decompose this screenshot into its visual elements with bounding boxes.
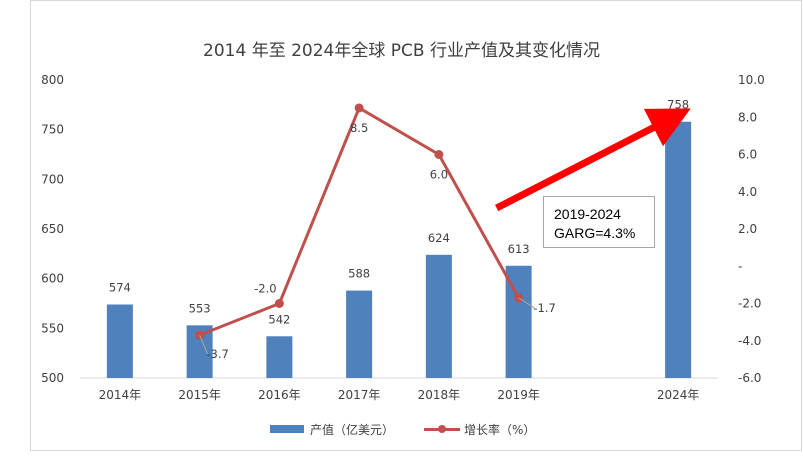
bar-data-label: 542 — [268, 312, 290, 326]
x-tick-label: 2018年 — [418, 388, 461, 402]
y-right-tick-label: 2.0 — [738, 222, 757, 236]
y-right-tick-label: 4.0 — [738, 185, 757, 199]
x-tick-label: 2016年 — [258, 388, 301, 402]
growth-point — [274, 299, 284, 308]
y-left-tick-label: 600 — [41, 272, 64, 286]
cagr-annotation-box: 2019-2024 GARG=4.3% — [543, 196, 655, 248]
bar-data-label: 588 — [348, 267, 370, 281]
legend-bar-swatch — [270, 425, 304, 433]
bar — [106, 304, 133, 378]
y-right-tick-label: -4.0 — [738, 334, 761, 348]
legend-item-growth: 增长率（%） — [424, 421, 535, 438]
annotation-period: 2019-2024 — [554, 206, 621, 222]
y-right-tick-label: 8.0 — [738, 110, 757, 124]
bar — [346, 290, 373, 378]
y-left-tick-label: 550 — [41, 321, 64, 335]
trend-arrow — [495, 108, 691, 212]
data-label-leader — [518, 297, 535, 309]
growth-point — [434, 150, 444, 159]
legend-label-growth: 增长率（%） — [464, 422, 536, 437]
bar-data-label: 624 — [428, 231, 450, 245]
y-right-tick-label: 10.0 — [738, 73, 765, 87]
bar-data-label: 553 — [189, 301, 211, 315]
y-left-tick-label: 500 — [41, 371, 64, 385]
growth-data-label: 8.5 — [350, 121, 368, 135]
growth-data-label: -2.0 — [254, 282, 276, 296]
legend: 产值（亿美元） 增长率（%） — [270, 418, 565, 440]
bar — [425, 254, 452, 378]
bar-data-label: 574 — [109, 280, 131, 294]
y-left-tick-label: 650 — [41, 222, 64, 236]
bar-data-label: 758 — [667, 98, 689, 112]
y-right-tick-label: - — [738, 259, 742, 273]
x-tick-label: 2015年 — [178, 388, 221, 402]
legend-line-swatch — [424, 423, 461, 435]
y-right-tick-label: 6.0 — [738, 148, 757, 162]
growth-data-label: 6.0 — [430, 168, 448, 182]
x-tick-label: 2017年 — [338, 388, 381, 402]
chart-title: 2014 年至 2024年全球 PCB 行业产值及其变化情况 — [203, 41, 600, 61]
y-right-tick-label: -2.0 — [738, 297, 761, 311]
legend-item-output: 产值（亿美元） — [270, 421, 394, 438]
y-left-tick-label: 800 — [41, 73, 64, 87]
bar — [665, 121, 692, 378]
x-tick-label: 2014年 — [99, 388, 142, 402]
growth-point — [354, 103, 364, 113]
growth-data-label: -3.7 — [206, 347, 228, 361]
bar — [266, 336, 293, 378]
legend-label-output: 产值（亿美元） — [310, 422, 395, 437]
growth-data-label: -1.7 — [533, 301, 555, 315]
y-left-tick-label: 750 — [41, 123, 64, 137]
y-right-tick-label: -6.0 — [738, 371, 761, 385]
data-label-leader — [199, 334, 209, 355]
y-left-tick-label: 700 — [41, 172, 64, 186]
x-tick-label: 2019年 — [497, 388, 540, 402]
bar-data-label: 613 — [508, 242, 530, 256]
annotation-rate: GARG=4.3% — [554, 225, 636, 241]
x-tick-label: 2024年 — [657, 388, 700, 402]
